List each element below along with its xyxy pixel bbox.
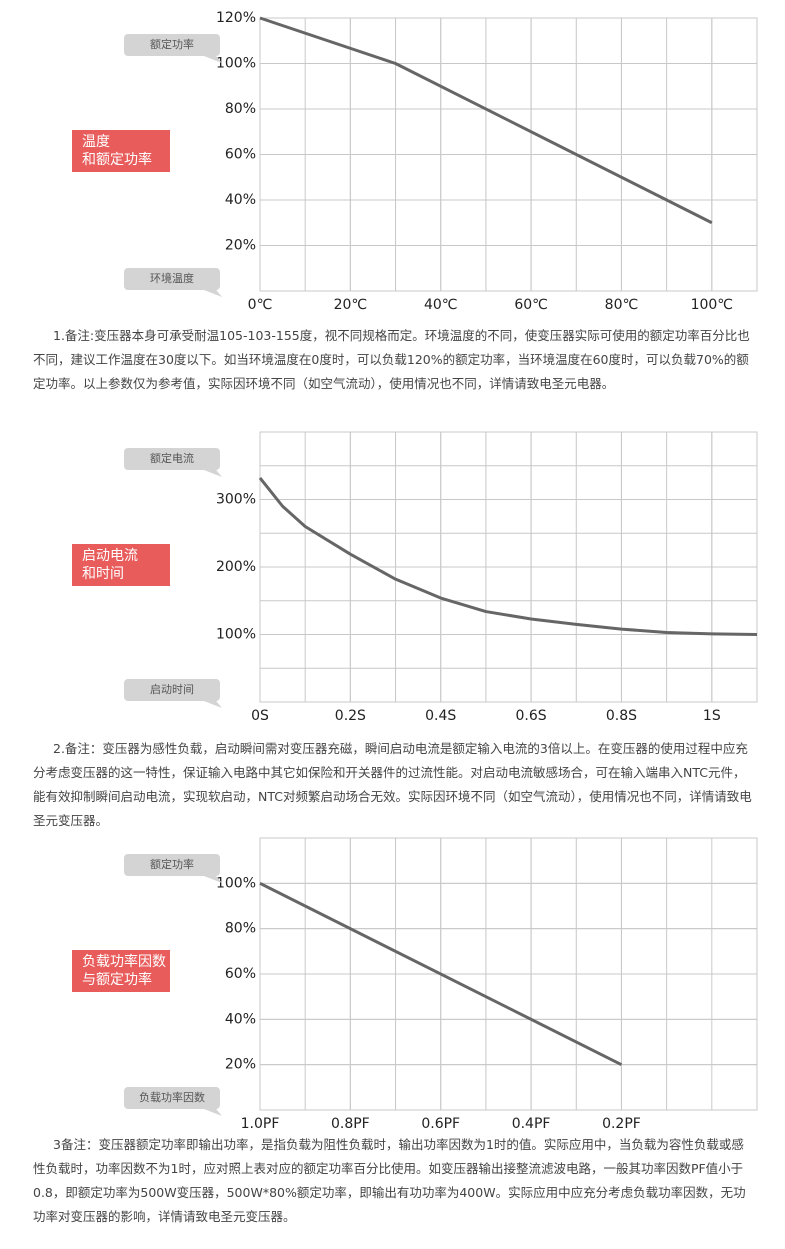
annotation: 温度 [82, 134, 110, 150]
x-tick-label: 20℃ [334, 297, 368, 313]
axis-label-pill [124, 1087, 220, 1109]
x-tick-label: 1.0PF [241, 1116, 280, 1132]
annotation-box [72, 544, 170, 586]
y-tick-label: 20% [225, 1057, 256, 1073]
axis-label-pill [124, 268, 220, 290]
x-tick-label: 0.4S [425, 708, 456, 724]
axis-label: 负载功率因数 [139, 1090, 205, 1104]
note: 1.备注:变压器本身可承受耐温105-103-155度，视不同规格而定。环境温度… [33, 328, 750, 391]
x-tick-label: 0.2S [335, 708, 366, 724]
axis-label: 环境温度 [150, 271, 194, 285]
y-tick-label: 120% [216, 10, 256, 26]
x-tick-label: 0℃ [248, 297, 273, 313]
y-tick-label: 300% [216, 492, 256, 508]
x-tick-label: 0.8PF [331, 1116, 370, 1132]
data-line [259, 16, 713, 225]
x-tick-label: 0.6S [516, 708, 547, 724]
annotation-box [72, 130, 170, 172]
x-tick-label: 40℃ [424, 297, 458, 313]
pill-tail [204, 1104, 222, 1116]
y-tick-label: 100% [216, 56, 256, 72]
x-tick-label: 0.2PF [602, 1116, 641, 1132]
note: 3备注：变压器额定功率即输出功率，是指负载为阻性负载时，输出功率因数为1时的值。… [33, 1137, 746, 1224]
data-line [259, 881, 623, 1067]
y-tick-label: 80% [225, 921, 256, 937]
y-tick-label: 100% [216, 627, 256, 643]
note: 2.备注：变压器为感性负载，启动瞬间需对变压器充磁，瞬间启动电流是额定输入电流的… [33, 741, 752, 828]
pill-tail [204, 465, 222, 477]
y-tick-label: 80% [225, 101, 256, 117]
y-tick-label: 60% [225, 147, 256, 163]
y-tick-label: 200% [216, 559, 256, 575]
x-tick-label: 80℃ [605, 297, 639, 313]
y-tick-label: 60% [225, 966, 256, 982]
axis-label-pill [124, 854, 220, 876]
pill-tail [204, 871, 222, 883]
pill-tail [204, 696, 222, 708]
annotation: 负载功率因数 [82, 953, 166, 970]
axis-label: 额定电流 [150, 451, 194, 465]
annotation: 和时间 [82, 566, 124, 582]
axis-label-pill [124, 679, 220, 701]
y-tick-label: 20% [225, 238, 256, 254]
x-tick-label: 0.4PF [512, 1116, 551, 1132]
axis-label: 额定功率 [150, 857, 194, 871]
pill-tail [204, 285, 222, 297]
x-tick-label: 100℃ [691, 297, 733, 313]
y-tick-label: 100% [216, 875, 256, 891]
x-tick-label: 0.8S [606, 708, 637, 724]
x-tick-label: 0S [251, 708, 269, 724]
y-tick-label: 40% [225, 192, 256, 208]
annotation-box [72, 950, 170, 992]
x-tick-label: 0.6PF [421, 1116, 460, 1132]
axis-label-pill [124, 448, 220, 470]
annotation: 和额定功率 [82, 151, 152, 168]
annotation: 与额定功率 [82, 971, 152, 988]
x-tick-label: 1S [703, 708, 721, 724]
axis-label: 额定功率 [150, 37, 194, 51]
axis-label: 启动时间 [150, 683, 194, 696]
data-line [258, 476, 758, 636]
y-tick-label: 40% [225, 1011, 256, 1027]
pill-tail [204, 51, 222, 63]
axis-label-pill [124, 34, 220, 56]
x-tick-label: 60℃ [514, 297, 548, 313]
annotation: 启动电流 [82, 548, 138, 564]
